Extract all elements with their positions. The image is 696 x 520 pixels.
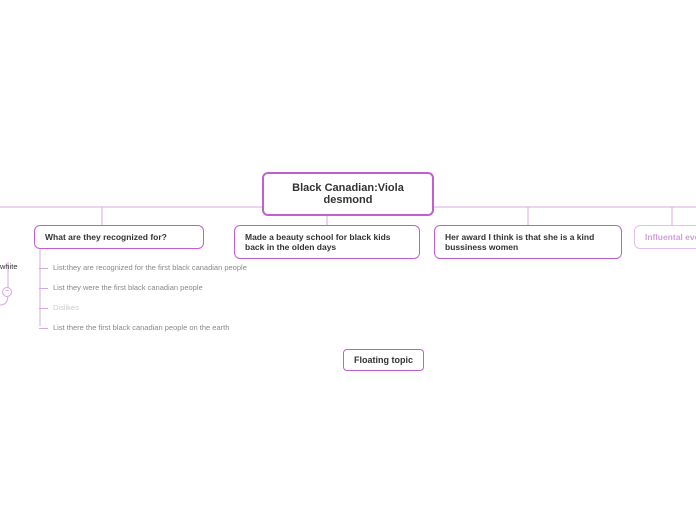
leaf-white[interactable]: white [0, 262, 18, 271]
leaf-dislikes[interactable]: Dislikes [53, 303, 79, 312]
leaf-list1[interactable]: List:they are recognized for the first b… [53, 263, 247, 272]
floating-topic[interactable]: Floating topic [343, 349, 424, 371]
connection-lines [0, 0, 696, 520]
branch-recognized[interactable]: What are they recognized for? [34, 225, 204, 249]
branch-recognized-label: What are they recognized for? [45, 232, 167, 242]
branch-award-label: Her award I think is that she is a kind … [445, 232, 594, 252]
branch-influential-label: Influental eve [645, 232, 696, 242]
collapse-icon[interactable]: − [2, 287, 12, 297]
branch-school[interactable]: Made a beauty school for black kids back… [234, 225, 420, 259]
root-title: Black Canadian:Viola desmond [292, 182, 404, 206]
leaf-list2[interactable]: List they were the first black canadian … [53, 283, 203, 292]
branch-influential[interactable]: Influental eve [634, 225, 696, 249]
branch-school-label: Made a beauty school for black kids back… [245, 232, 391, 252]
branch-award[interactable]: Her award I think is that she is a kind … [434, 225, 622, 259]
root-node[interactable]: Black Canadian:Viola desmond [262, 172, 434, 216]
leaf-list4[interactable]: List there the first black canadian peop… [53, 323, 229, 332]
floating-topic-label: Floating topic [354, 355, 413, 365]
